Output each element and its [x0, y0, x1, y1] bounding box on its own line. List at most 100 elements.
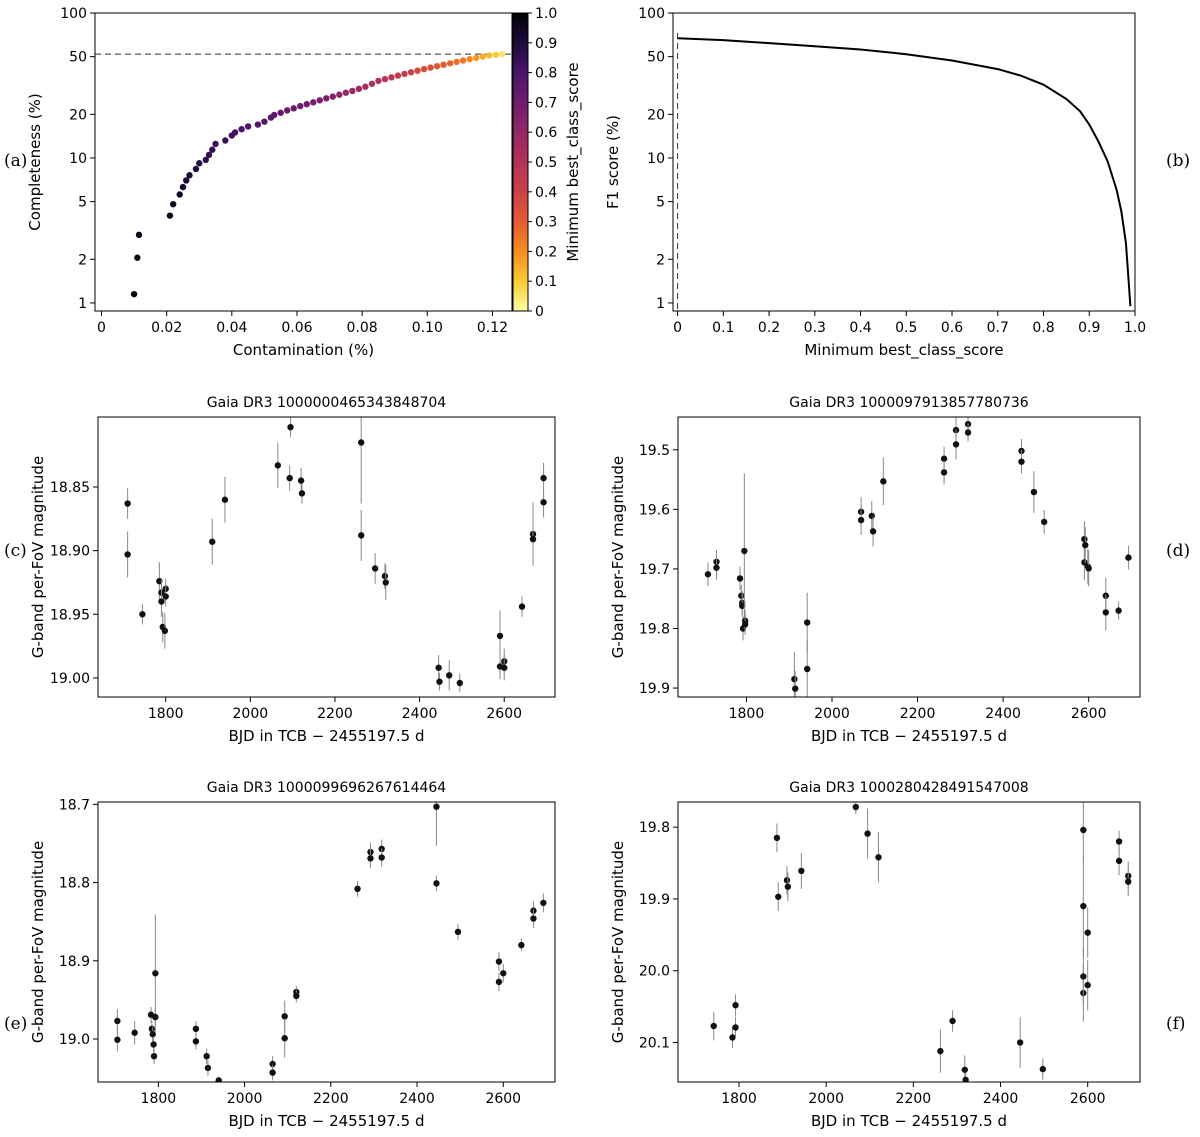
data-point	[407, 69, 415, 76]
plot-frame	[94, 12, 513, 312]
y-tick-label: 19.6	[639, 502, 670, 518]
x-tick-label: 0.2	[758, 320, 780, 336]
data-point	[134, 254, 141, 261]
data-point	[150, 1041, 157, 1048]
data-point	[446, 672, 453, 679]
data-point	[212, 140, 219, 148]
y-tick-label: 100	[638, 6, 665, 22]
x-tick-label: 2000	[227, 1091, 263, 1107]
data-point	[496, 632, 504, 640]
chart-a: 0 0.1 0.2 0.3 0.4 0.5 0.6 0.7 0.8 0.9 1.0 Minimum b…	[26, 6, 583, 359]
y-tick-label: 19.00	[50, 671, 90, 687]
data-point	[270, 111, 278, 119]
data-point	[192, 1038, 200, 1045]
data-point	[375, 77, 382, 85]
data-point	[166, 212, 174, 219]
x-tick-label: 0.5	[895, 320, 917, 336]
data-point	[148, 1025, 156, 1033]
x-tick-label: 2400	[983, 1091, 1019, 1107]
data-point	[540, 474, 547, 482]
data-point	[961, 1066, 968, 1073]
data-point	[209, 538, 216, 545]
data-point	[857, 516, 865, 524]
data-point	[952, 441, 960, 448]
colorbar-tick-label: 0.4	[535, 185, 557, 201]
x-tick-label: 2000	[814, 706, 850, 722]
x-tick-label: 1800	[729, 706, 765, 722]
data-point	[261, 118, 268, 125]
data-point	[209, 146, 216, 153]
colorbar-tick-label: 0.3	[535, 215, 557, 231]
colorbar-tick-label: 0.1	[535, 274, 557, 290]
y-axis-label: G-band per-FoV magnitude	[29, 841, 47, 1043]
x-tick-label: 2000	[808, 1091, 844, 1107]
data-point	[254, 121, 262, 128]
data-point	[1115, 838, 1123, 845]
chart-title: Gaia DR3 1000280428491547008	[789, 780, 1028, 796]
y-tick-label: 19.0	[59, 1032, 90, 1048]
y-axis-label: G-band per-FoV magnitude	[29, 456, 47, 658]
data-point	[192, 1025, 200, 1033]
x-tick-label: 2600	[485, 1091, 521, 1107]
y-axis-label: G-band per-FoV magnitude	[609, 456, 627, 658]
chart-c: 1800 2000 2200 2400 2600 18.85 18.90 18.95 19.00…	[29, 395, 556, 745]
data-point	[433, 62, 441, 70]
y-tick-label: 20.0	[639, 964, 670, 980]
plot-frame	[672, 12, 1136, 312]
x-tick-label: 0.8	[1032, 320, 1054, 336]
data-point	[446, 60, 454, 67]
data-point	[792, 685, 799, 692]
data-point	[316, 97, 323, 104]
data-point	[114, 1036, 121, 1043]
data-point	[336, 91, 343, 98]
y-tick-label: 50	[69, 50, 87, 66]
data-point	[869, 528, 877, 535]
data-point	[433, 803, 440, 810]
series-line	[677, 37, 1132, 307]
data-point	[1080, 973, 1087, 980]
data-point	[202, 156, 209, 164]
data-point	[203, 1052, 210, 1060]
data-point	[501, 664, 508, 671]
data-point	[732, 1024, 739, 1031]
data-point	[1115, 607, 1122, 614]
data-point	[124, 500, 131, 507]
colorbar-tick-label: 0.5	[535, 155, 557, 171]
data-point	[529, 535, 537, 543]
y-tick-label: 18.95	[50, 607, 90, 623]
x-tick-label: 1800	[721, 1091, 757, 1107]
data-point	[500, 970, 507, 977]
x-tick-label: 0	[97, 320, 106, 336]
x-tick-label: 0.08	[347, 320, 378, 336]
data-point	[940, 455, 948, 462]
data-point	[736, 575, 744, 582]
x-tick-label: 0.4	[849, 320, 871, 336]
plot-area	[710, 802, 1132, 1082]
data-point	[1018, 458, 1025, 465]
data-point	[310, 99, 317, 106]
chart-f: 1800 2000 2200 2400 2600 19.8 19.9 20.0 20.1 BJD …	[609, 780, 1141, 1130]
data-point	[150, 1052, 158, 1060]
data-point	[1125, 878, 1132, 885]
y-tick-label: 18.90	[50, 544, 90, 560]
data-point	[362, 83, 369, 90]
data-point	[875, 854, 882, 861]
data-point	[281, 1013, 288, 1020]
data-point	[1080, 826, 1087, 834]
data-point	[518, 941, 525, 949]
data-point	[378, 854, 385, 861]
y-tick-label: 18.9	[59, 954, 90, 970]
data-point	[852, 803, 860, 811]
y-tick-label: 18.8	[59, 876, 90, 892]
data-point	[329, 93, 337, 100]
x-axis-label: BJD in TCB − 2455197.5 d	[811, 727, 1007, 745]
data-point	[803, 665, 811, 673]
y-tick-label: 10	[647, 151, 665, 167]
y-tick-label: 5	[656, 195, 665, 211]
y-tick-label: 1	[656, 296, 665, 312]
y-tick-label: 100	[60, 6, 87, 22]
data-point	[156, 577, 163, 585]
data-point	[183, 177, 190, 184]
data-point	[710, 1022, 717, 1030]
data-point	[479, 53, 486, 60]
